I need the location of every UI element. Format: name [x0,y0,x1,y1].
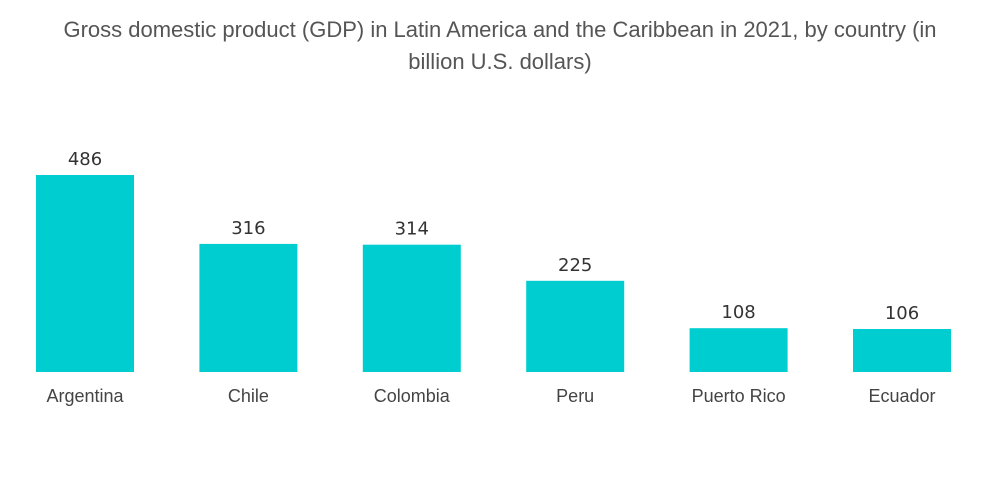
bar-colombia [362,244,461,372]
x-tick-label-colombia: Colombia [374,386,451,406]
value-label-peru: 225 [558,255,592,276]
bar-puerto-rico [689,328,788,372]
value-label-chile: 316 [231,218,265,239]
bar-peru [526,280,625,372]
value-label-puerto-rico: 108 [721,302,755,323]
x-tick-labels-group: Argentina Chile Colombia Peru Puerto Rico Ecu… [46,386,935,406]
x-tick-label-puerto-rico: Puerto Rico [692,386,786,406]
value-label-colombia: 314 [395,219,429,240]
x-tick-label-ecuador: Ecuador [868,386,935,406]
bar-chile [199,243,298,372]
chart-title: Gross domestic product (GDP) in Latin Am… [0,14,1000,78]
bars-group [36,175,951,372]
value-label-argentina: 486 [68,149,102,170]
chart-title-line-2: billion U.S. dollars) [408,49,592,74]
value-labels-group: 486 316 314 225 108 106 [68,149,919,324]
bar-ecuador [853,329,951,372]
x-tick-label-peru: Peru [556,386,594,406]
bar-argentina [36,175,134,372]
x-tick-label-chile: Chile [228,386,269,406]
chart-title-line-1: Gross domestic product (GDP) in Latin Am… [63,17,937,42]
value-label-ecuador: 106 [885,303,919,324]
x-tick-label-argentina: Argentina [46,386,124,406]
